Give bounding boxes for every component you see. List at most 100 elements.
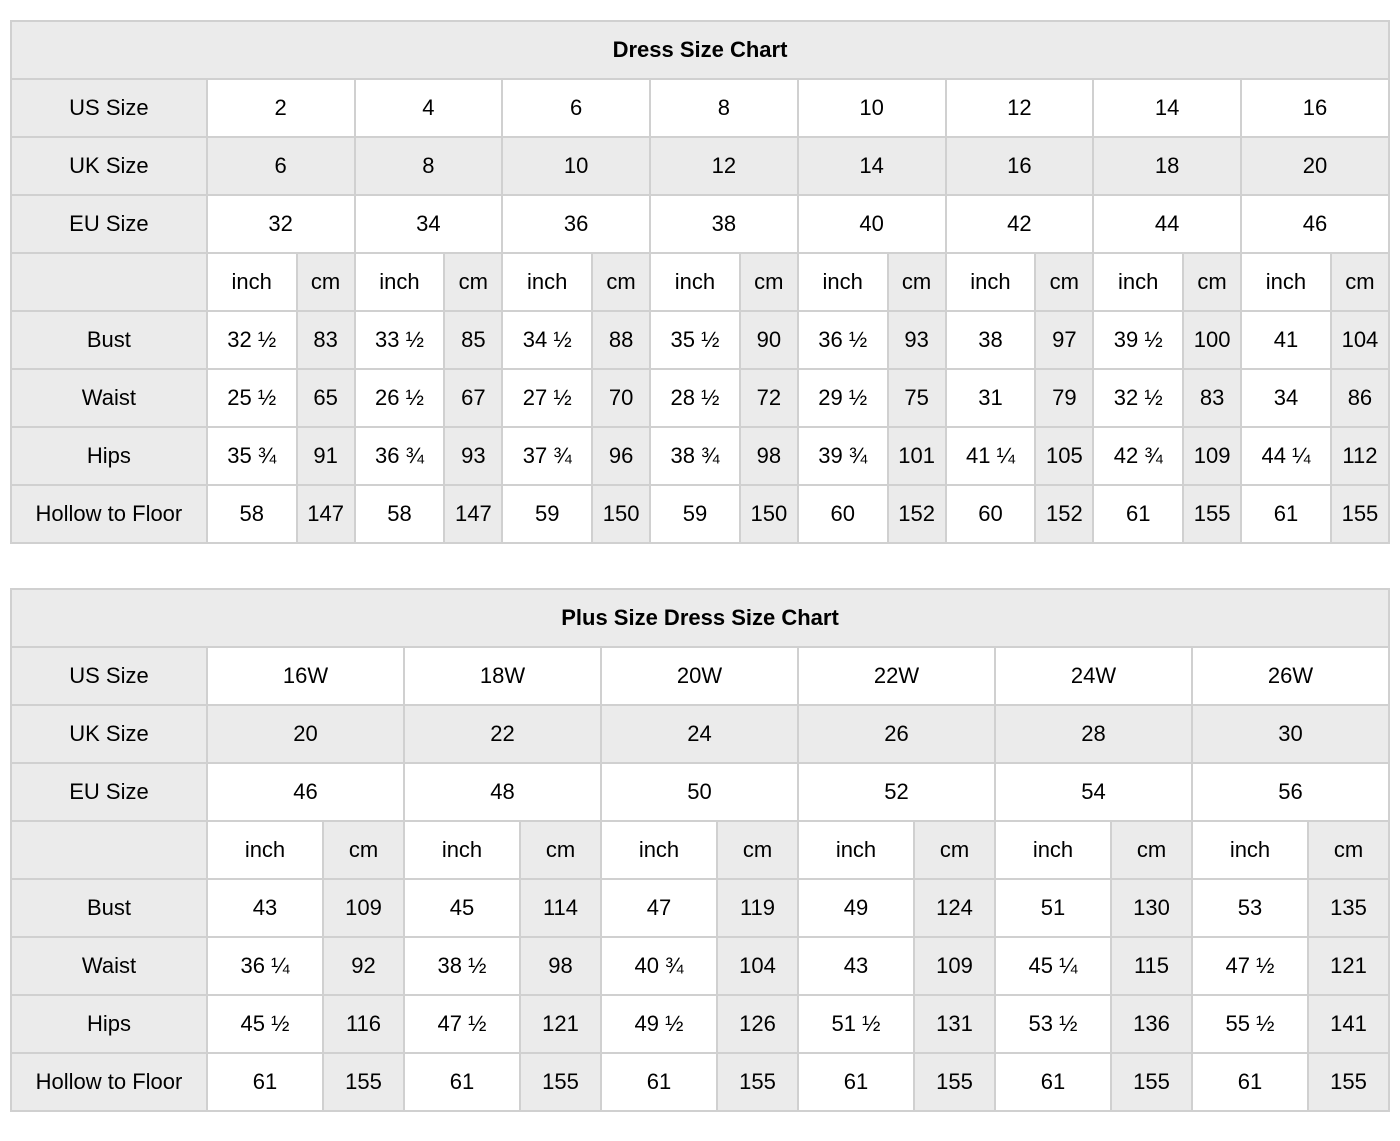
size-value-cell: 18W <box>403 646 602 706</box>
measurement-inch-cell: 25 ½ <box>205 368 298 428</box>
measurement-cm-cell: 141 <box>1307 994 1390 1054</box>
size-value-cell: 10 <box>501 136 652 196</box>
title-row: Plus Size Dress Size Chart <box>10 588 1390 648</box>
row-label: Hollow to Floor <box>10 484 208 544</box>
dress-size-chart: Dress Size Chart US Size 2 4 6 8 10 12 14 16 UK Si… <box>10 20 1391 544</box>
row-label: Waist <box>10 936 208 996</box>
measurement-cm-cell: 92 <box>322 936 405 996</box>
size-value-cell: 12 <box>944 78 1095 138</box>
measurement-inch-cell: 41 <box>1240 310 1332 370</box>
unit-header-cm: cm <box>1034 252 1095 312</box>
row-label: EU Size <box>10 762 208 822</box>
measurement-row: Hollow to Floor 58 147 58 147 59 150 59 150 60 152… <box>10 484 1391 544</box>
measurement-cm-cell: 155 <box>519 1052 602 1112</box>
size-value-cell: 14 <box>1092 78 1243 138</box>
size-value-cell: 42 <box>944 194 1095 254</box>
measurement-cm-cell: 150 <box>738 484 799 544</box>
measurement-cm-cell: 152 <box>1034 484 1095 544</box>
unit-header-cm: cm <box>738 252 799 312</box>
measurement-cm-cell: 88 <box>591 310 652 370</box>
measurement-inch-cell: 32 ½ <box>1092 368 1185 428</box>
measurement-inch-cell: 37 ¾ <box>501 426 594 486</box>
measurement-cm-cell: 115 <box>1110 936 1193 996</box>
measurement-inch-cell: 47 <box>600 878 718 938</box>
unit-header-inch: inch <box>994 820 1112 880</box>
measurement-inch-cell: 39 ¾ <box>796 426 889 486</box>
row-label: Hollow to Floor <box>10 1052 208 1112</box>
measurement-inch-cell: 28 ½ <box>649 368 741 428</box>
measurement-cm-cell: 135 <box>1307 878 1390 938</box>
measurement-cm-cell: 126 <box>716 994 799 1054</box>
measurement-cm-cell: 93 <box>886 310 947 370</box>
measurement-cm-cell: 70 <box>591 368 652 428</box>
measurement-inch-cell: 40 ¾ <box>600 936 718 996</box>
unit-header-cm: cm <box>1329 252 1391 312</box>
unit-header-row: inch cm inch cm inch cm inch cm inch cm inch cm <box>10 820 1390 880</box>
measurement-inch-cell: 34 ½ <box>501 310 594 370</box>
measurement-cm-cell: 155 <box>1307 1052 1390 1112</box>
measurement-inch-cell: 27 ½ <box>501 368 594 428</box>
measurement-cm-cell: 98 <box>738 426 799 486</box>
measurement-inch-cell: 43 <box>797 936 915 996</box>
row-label: EU Size <box>10 194 208 254</box>
size-value-cell: 36 <box>501 194 652 254</box>
row-label: Bust <box>10 310 208 370</box>
size-chart-table: Dress Size Chart US Size 2 4 6 8 10 12 14 16 UK Si… <box>10 20 1391 544</box>
measurement-cm-cell: 79 <box>1034 368 1095 428</box>
size-value-cell: 28 <box>994 704 1193 764</box>
measurement-cm-cell: 121 <box>1307 936 1390 996</box>
measurement-cm-cell: 75 <box>886 368 947 428</box>
unit-header-cm: cm <box>716 820 799 880</box>
measurement-inch-cell: 26 ½ <box>353 368 446 428</box>
measurement-cm-cell: 155 <box>322 1052 405 1112</box>
size-value-cell: 16W <box>206 646 405 706</box>
row-label: UK Size <box>10 136 208 196</box>
measurement-inch-cell: 59 <box>649 484 741 544</box>
size-row: EU Size 46 48 50 52 54 56 <box>10 762 1390 822</box>
size-row: US Size 16W 18W 20W 22W 24W 26W <box>10 646 1390 706</box>
measurement-inch-cell: 47 ½ <box>1191 936 1309 996</box>
table-title: Dress Size Chart <box>10 20 1390 80</box>
measurement-cm-cell: 152 <box>886 484 947 544</box>
measurement-cm-cell: 91 <box>295 426 356 486</box>
unit-header-cm: cm <box>591 252 652 312</box>
measurement-inch-cell: 32 ½ <box>205 310 298 370</box>
size-value-cell: 26 <box>797 704 996 764</box>
measurement-inch-cell: 61 <box>403 1052 521 1112</box>
measurement-cm-cell: 114 <box>519 878 602 938</box>
size-value-cell: 14 <box>796 136 947 196</box>
size-value-cell: 18 <box>1092 136 1243 196</box>
unit-header-inch: inch <box>501 252 594 312</box>
measurement-cm-cell: 150 <box>591 484 652 544</box>
size-value-cell: 34 <box>353 194 504 254</box>
size-value-cell: 46 <box>206 762 405 822</box>
measurement-inch-cell: 61 <box>797 1052 915 1112</box>
row-label: US Size <box>10 646 208 706</box>
size-value-cell: 10 <box>796 78 947 138</box>
measurement-cm-cell: 67 <box>443 368 504 428</box>
size-value-cell: 20W <box>600 646 799 706</box>
size-value-cell: 22W <box>797 646 996 706</box>
size-value-cell: 2 <box>205 78 356 138</box>
measurement-cm-cell: 121 <box>519 994 602 1054</box>
unit-row-label <box>10 252 208 312</box>
measurement-inch-cell: 61 <box>994 1052 1112 1112</box>
measurement-inch-cell: 38 ½ <box>403 936 521 996</box>
measurement-cm-cell: 93 <box>443 426 504 486</box>
measurement-cm-cell: 98 <box>519 936 602 996</box>
measurement-row: Bust 43 109 45 114 47 119 49 124 51 130 53 135 <box>10 878 1390 938</box>
measurement-inch-cell: 61 <box>206 1052 324 1112</box>
measurement-inch-cell: 34 <box>1240 368 1332 428</box>
measurement-cm-cell: 109 <box>913 936 996 996</box>
unit-header-inch: inch <box>797 820 915 880</box>
size-value-cell: 54 <box>994 762 1193 822</box>
size-value-cell: 16 <box>1240 78 1390 138</box>
measurement-inch-cell: 58 <box>205 484 298 544</box>
measurement-row: Hollow to Floor 61 155 61 155 61 155 61 155 61 155… <box>10 1052 1390 1112</box>
measurement-cm-cell: 101 <box>886 426 947 486</box>
measurement-inch-cell: 31 <box>944 368 1037 428</box>
size-value-cell: 6 <box>205 136 356 196</box>
measurement-inch-cell: 60 <box>796 484 889 544</box>
